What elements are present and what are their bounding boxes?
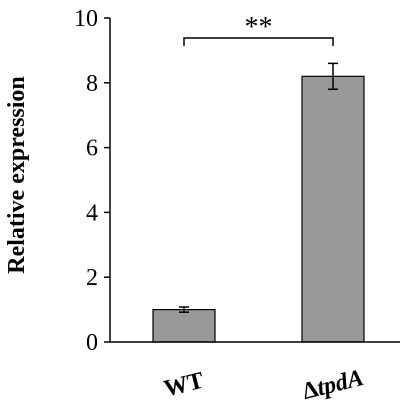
y-tick-label-8: 8 <box>86 71 98 97</box>
bar-1 <box>301 75 365 343</box>
x-tick-label-italic-1: tpdA <box>315 365 367 402</box>
bar-0 <box>152 309 216 343</box>
significance-bracket <box>183 37 334 46</box>
y-tick-label-6: 6 <box>86 136 98 162</box>
significance-label: ** <box>245 12 273 43</box>
y-axis-ticks: 0 2 4 6 8 10 <box>74 6 110 356</box>
x-tick-label-prefix-1: Δ <box>300 376 321 405</box>
significance-annotation: ** <box>183 12 334 46</box>
x-tick-label-0: WT <box>161 368 206 403</box>
x-axis-tick-labels: WT ΔtpdA <box>161 365 366 405</box>
error-bars <box>179 62 338 313</box>
y-axis-title-group: Relative expression <box>4 76 30 274</box>
y-axis-title: Relative expression <box>4 76 30 274</box>
axes <box>109 18 400 343</box>
y-tick-label-4: 4 <box>86 200 98 226</box>
y-tick-label-2: 2 <box>86 265 98 291</box>
y-tick-label-10: 10 <box>74 6 98 32</box>
x-tick-label-1: ΔtpdA <box>300 365 366 405</box>
x-tick-label-text-0: WT <box>161 368 206 403</box>
bars <box>152 75 365 343</box>
y-tick-label-0: 0 <box>86 330 98 356</box>
